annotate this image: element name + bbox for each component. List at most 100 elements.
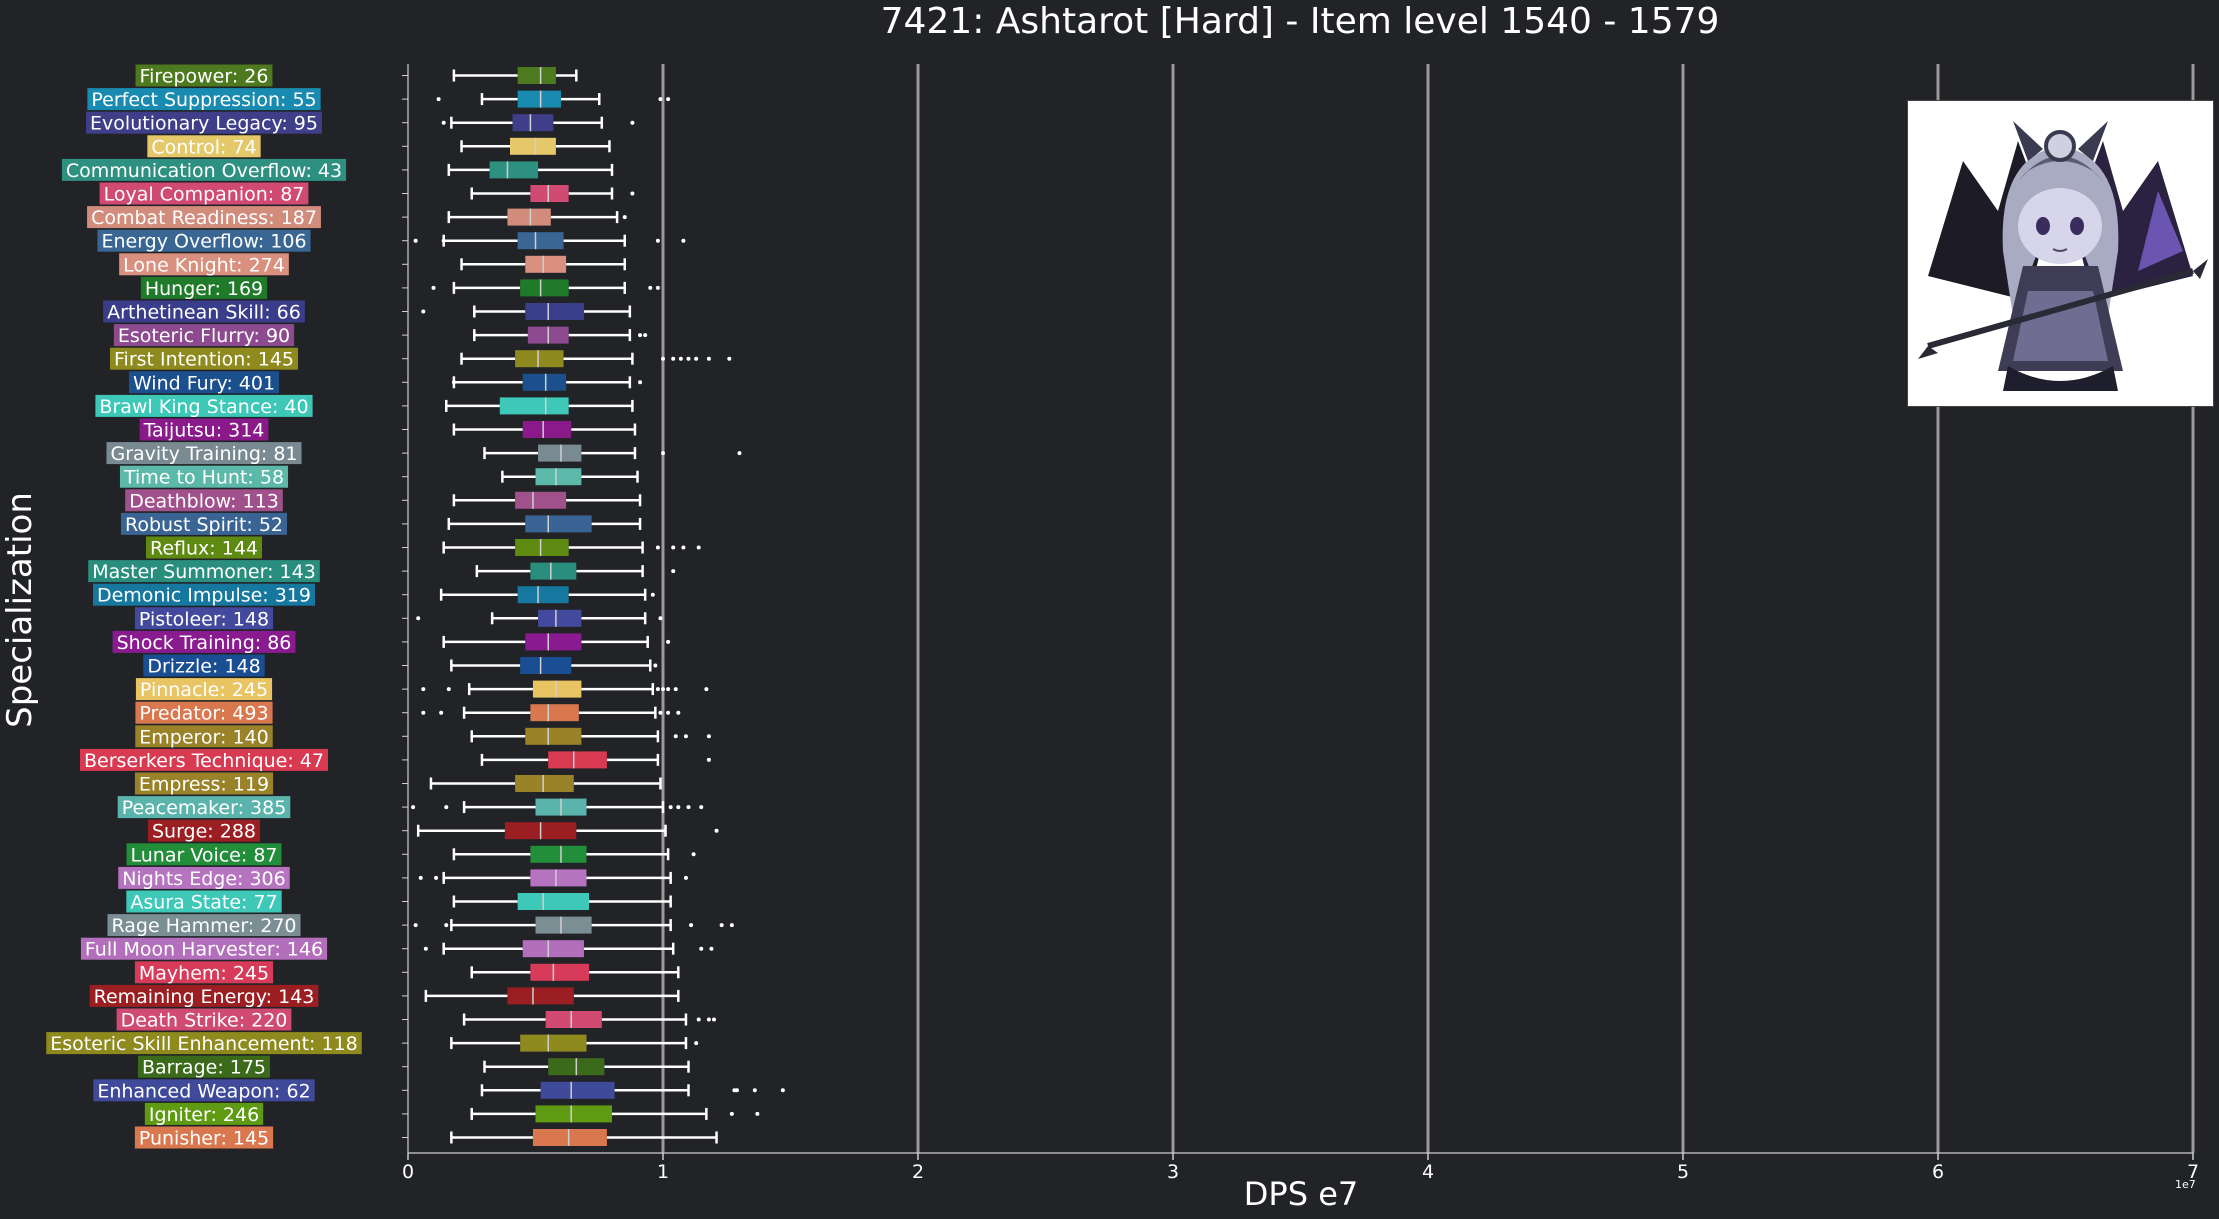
- category-label: Mayhem: 245: [134, 961, 274, 984]
- category-label-text: Empress: 119: [139, 774, 269, 796]
- category-label-text: Time to Hunt: 58: [123, 467, 284, 489]
- outlier-point: [734, 1088, 739, 1093]
- category-label-background: [116, 1008, 292, 1031]
- category-label-text: First Intention: 145: [114, 349, 294, 371]
- x-tick-labels: 0 1 2 3 4 5 6 7: [402, 1153, 2199, 1183]
- outlier-point: [446, 687, 451, 692]
- box-iqr: [499, 397, 569, 415]
- boxplot-row: [416, 609, 663, 627]
- boxplot-row: [421, 704, 681, 722]
- category-label: Wind Fury: 401: [128, 371, 280, 394]
- category-label-background: [46, 1032, 362, 1055]
- category-label: Time to Hunt: 58: [119, 465, 289, 489]
- box-iqr: [512, 114, 554, 132]
- category-label: Rage Hammer: 270: [107, 914, 301, 937]
- outlier-point: [671, 569, 676, 574]
- category-label-background: [89, 984, 319, 1007]
- boxplot-row: [475, 562, 676, 580]
- boxplot-row: [470, 963, 680, 981]
- plot-axes: [402, 64, 2193, 1154]
- category-label-background: [120, 512, 288, 535]
- category-label-text: Master Summoner: 143: [92, 561, 316, 583]
- category-label-text: Remaining Energy: 143: [94, 986, 315, 1008]
- category-label: Esoteric Flurry: 90: [113, 324, 295, 347]
- category-label-text: Firepower: 26: [140, 66, 269, 88]
- outlier-point: [423, 946, 428, 951]
- box-iqr: [522, 421, 572, 438]
- category-label-text: Surge: 288: [152, 821, 256, 843]
- boxplot-row: [452, 491, 642, 509]
- outlier-point: [673, 687, 678, 692]
- boxplot-row: [470, 1105, 760, 1123]
- outlier-point: [648, 285, 653, 290]
- outlier-point: [658, 616, 663, 621]
- boxplot-row: [452, 893, 672, 910]
- category-label: Master Summoner: 143: [88, 560, 320, 583]
- box-iqr: [530, 845, 587, 863]
- category-label-text: Drizzle: 148: [147, 656, 260, 678]
- boxplot-row: [447, 161, 614, 179]
- category-label-text: Lone Knight: 274: [123, 254, 285, 276]
- outlier-point: [737, 451, 742, 456]
- box-iqr: [535, 1105, 612, 1123]
- category-label-background: [146, 536, 262, 559]
- boxplot-row: [450, 657, 658, 674]
- outlier-point: [638, 333, 643, 338]
- category-label-text: Evolutionary Legacy: 95: [90, 113, 318, 135]
- outlier-point: [444, 923, 449, 928]
- outlier-point: [666, 710, 671, 715]
- outlier-point: [661, 451, 665, 456]
- category-label-background: [126, 843, 282, 866]
- category-label: Remaining Energy: 143: [89, 984, 319, 1008]
- box-iqr: [522, 373, 567, 391]
- category-label-text: Perfect Suppression: 55: [91, 89, 316, 111]
- category-label: Punisher: 145: [134, 1126, 274, 1150]
- category-label-text: Punisher: 145: [139, 1128, 269, 1150]
- outlier-point: [727, 356, 732, 361]
- category-label: Empress: 119: [134, 772, 274, 796]
- outlier-point: [436, 97, 441, 102]
- outlier-point: [643, 333, 648, 338]
- box-iqr: [517, 67, 556, 84]
- category-label: Taijutsu: 314: [139, 418, 269, 442]
- box-iqr: [517, 90, 561, 108]
- chart-title: 7421: Ashtarot [Hard] - Item level 1540 …: [880, 1, 1720, 42]
- category-label: Robust Spirit: 52: [120, 512, 288, 536]
- category-label-background: [135, 725, 273, 748]
- outlier-point: [658, 97, 663, 102]
- outlier-point: [668, 805, 673, 810]
- category-label: Pistoleer: 148: [134, 607, 274, 630]
- category-label-text: Lunar Voice: 87: [130, 844, 277, 866]
- category-label: Lone Knight: 274: [119, 253, 289, 276]
- boxplot-row: [413, 916, 734, 934]
- outlier-point: [712, 1017, 716, 1022]
- outlier-point: [673, 734, 678, 739]
- outlier-point: [439, 710, 444, 715]
- category-label: Demonic Impulse: 319: [92, 583, 316, 607]
- category-label: Predator: 493: [135, 701, 273, 725]
- x-tick-label: 7: [2187, 1161, 2199, 1183]
- outlier-point: [666, 639, 671, 644]
- category-label-background: [139, 418, 269, 441]
- category-label-background: [119, 253, 289, 276]
- boxplot-row: [413, 232, 686, 250]
- boxplot-row: [416, 822, 719, 840]
- category-label-text: Combat Readiness: 187: [91, 207, 317, 229]
- category-label: Full Moon Harvester: 146: [80, 937, 328, 961]
- category-label-text: Emperor: 140: [139, 726, 268, 748]
- category-label-text: Arthetinean Skill: 66: [107, 302, 301, 324]
- box-iqr: [530, 963, 590, 981]
- box-iqr: [548, 751, 607, 769]
- outlier-point: [666, 97, 671, 102]
- category-label-background: [147, 819, 261, 842]
- box-iqr: [520, 657, 572, 674]
- category-label-background: [135, 678, 273, 701]
- outlier-point: [431, 285, 436, 290]
- category-label-text: Shock Training: 86: [117, 632, 292, 654]
- category-label-text: Nights Edge: 306: [122, 868, 286, 890]
- box-iqr: [525, 303, 584, 320]
- y-axis-label: Specialization: [0, 492, 40, 728]
- category-label-text: Peacemaker: 385: [122, 797, 287, 819]
- category-label: Berserkers Technique: 47: [80, 748, 328, 772]
